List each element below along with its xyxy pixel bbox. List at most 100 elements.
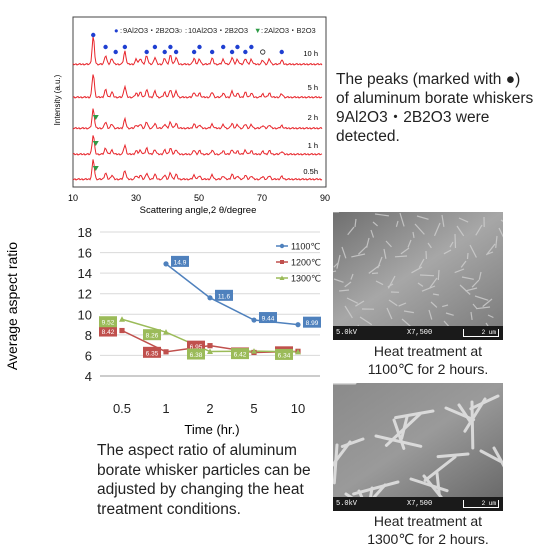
ar-data-label: 6.35 xyxy=(146,350,159,357)
ar-data-point xyxy=(119,316,125,322)
sem-magnification: X7,500 xyxy=(407,500,433,508)
whisker-rod xyxy=(479,449,502,463)
xrd-yaxis-label: Intensity (a.u.) xyxy=(53,74,62,125)
whisker-fiber xyxy=(375,280,384,286)
whisker-fiber xyxy=(355,300,365,307)
peak-dot-marker xyxy=(103,44,108,50)
ar-ytick-label: 12 xyxy=(78,287,92,302)
peak-triangle-marker xyxy=(92,166,99,171)
ar-xtick-label: 1 xyxy=(162,401,169,416)
ar-data-label: 11.6 xyxy=(218,293,231,300)
whisker-fiber xyxy=(372,221,378,227)
whisker-fiber xyxy=(399,212,405,227)
ar-data-point xyxy=(163,329,169,335)
whisker-fiber xyxy=(344,281,352,288)
whisker-fiber xyxy=(333,262,339,268)
ar-legend-marker xyxy=(279,275,285,280)
whisker-fiber xyxy=(437,269,440,281)
peak-triangle-marker xyxy=(92,115,99,120)
ar-data-label-box xyxy=(275,348,293,360)
peak-dot-marker xyxy=(122,44,128,50)
ar-xaxis-label: Time (hr.) xyxy=(184,422,239,437)
legend-circle-icon: ○ xyxy=(178,26,183,35)
whisker-rod xyxy=(457,403,473,425)
whisker-fiber xyxy=(445,312,454,316)
peak-dot-marker xyxy=(191,49,197,55)
sem-magnification: X7,500 xyxy=(407,329,433,337)
whisker-rod xyxy=(469,394,500,411)
sem-caption-line: 1100℃ for 2 hours. xyxy=(367,361,489,377)
peak-dot-marker xyxy=(221,44,226,50)
ar-data-label-box xyxy=(215,289,233,301)
ar-data-point xyxy=(207,348,213,355)
aspect-chart-panel: 4 6 8 10 12 14 16 18 0.5 1 2 5 10 14.9 11.6 9.44 8.99 8… xyxy=(0,218,330,438)
legend-dot-label: 9Al2O3・2B2O3 xyxy=(123,26,179,35)
whisker-fiber xyxy=(429,277,438,289)
xrd-trace xyxy=(72,135,323,156)
ar-legend-label: 1200℃ xyxy=(291,258,321,268)
xrd-chart: ● : 9Al2O3・2B2O3 ○ : 10Al2O3・2B2O3 ▼ : 2… xyxy=(53,16,330,216)
xrd-trace xyxy=(72,74,323,99)
whisker-fiber xyxy=(407,239,412,248)
whisker-fiber xyxy=(371,272,379,275)
whisker-rod xyxy=(409,477,449,493)
whisker-fiber xyxy=(395,220,399,227)
whisker-fiber xyxy=(357,245,368,255)
whisker-fiber xyxy=(347,226,355,236)
whisker-fiber xyxy=(419,274,435,277)
ar-xtick-label: 0.5 xyxy=(113,401,131,416)
whisker-fiber xyxy=(333,278,344,283)
ar-ytick-label: 10 xyxy=(78,307,92,322)
xrd-xaxis-label: Scattering angle,2 θ/degree xyxy=(140,205,257,215)
whisker-fiber xyxy=(386,307,393,320)
whisker-fiber xyxy=(472,303,478,309)
ar-data-label: 6.42 xyxy=(234,352,247,359)
trace-label-2h: 2 h xyxy=(308,113,318,122)
ar-data-point xyxy=(163,349,169,355)
whisker-fiber xyxy=(368,264,381,274)
ar-ytick-label: 18 xyxy=(78,225,92,240)
ar-data-label-box xyxy=(99,325,117,337)
whisker-fiber xyxy=(370,229,375,238)
whisker-fiber xyxy=(418,258,425,268)
sem-caption-1300: Heat treatment at 1300℃ for 2 hours. xyxy=(333,512,523,548)
ar-legend-marker xyxy=(279,243,285,249)
whisker-fiber xyxy=(394,255,408,258)
ar-data-point xyxy=(251,348,257,354)
sem-info-bar: 5.0kV X7,500 2 um xyxy=(333,497,503,511)
sem-image-1100: 5.0kV X7,500 2 um xyxy=(333,212,503,340)
sem-info-bar: 5.0kV X7,500 2 um xyxy=(333,326,503,340)
xrd-frame xyxy=(72,16,327,188)
peak-dot-marker xyxy=(209,49,215,55)
xrd-xtick: 10 xyxy=(68,193,78,203)
trace-label-10h: 10 h xyxy=(303,49,318,58)
whisker-rod xyxy=(423,455,457,482)
whisker-fiber xyxy=(385,240,392,248)
whisker-fiber xyxy=(441,214,445,227)
whisker-fiber xyxy=(471,279,480,288)
whisker-fiber xyxy=(354,218,357,227)
xrd-xtick: 90 xyxy=(320,193,330,203)
peak-dot-marker xyxy=(162,49,167,55)
peak-dot-marker xyxy=(229,49,235,55)
xrd-xtick: 70 xyxy=(257,193,267,203)
ar-data-label-box xyxy=(303,316,321,328)
peak-triangle-marker xyxy=(92,141,99,146)
whisker-fiber xyxy=(482,298,493,308)
sem-caption-line: 1300℃ for 2 hours. xyxy=(367,531,489,547)
peak-dot-marker xyxy=(152,44,158,50)
xrd-xtick: 30 xyxy=(131,193,141,203)
whisker-fiber xyxy=(344,305,353,319)
trace-label-1h: 1 h xyxy=(308,141,318,150)
xrd-trace xyxy=(72,108,323,130)
sem-voltage: 5.0kV xyxy=(336,500,358,508)
ar-xtick-label: 5 xyxy=(250,401,257,416)
whisker-fiber xyxy=(414,223,425,235)
whisker-fiber xyxy=(454,233,457,249)
ar-ytick-label: 6 xyxy=(85,348,92,363)
whisker-fiber xyxy=(403,310,414,314)
whisker-fiber xyxy=(341,246,347,259)
ar-data-label: 8.42 xyxy=(102,329,115,336)
whisker-fiber xyxy=(500,219,503,222)
ar-data-label-box xyxy=(99,316,117,328)
